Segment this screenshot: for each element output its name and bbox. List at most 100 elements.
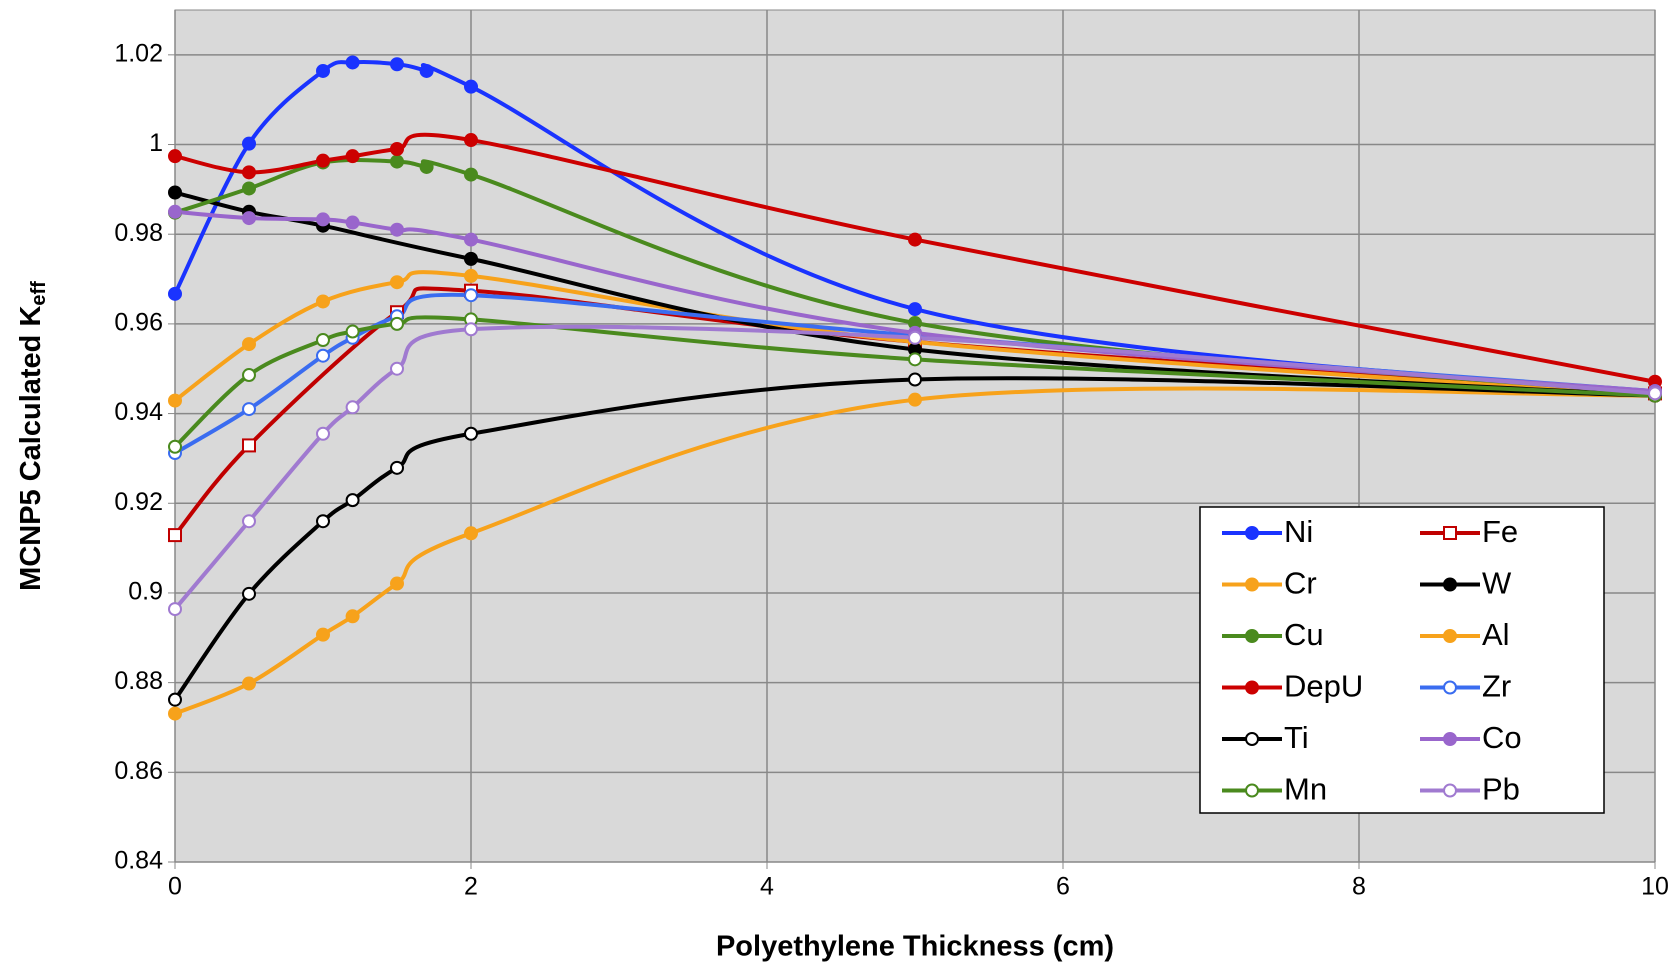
marker	[316, 212, 330, 227]
x-tick-label: 10	[1641, 873, 1669, 901]
marker	[316, 333, 330, 348]
series-line	[173, 324, 1656, 611]
marker	[464, 526, 478, 541]
legend: Ni Fe Cr W Cu Al DepU Zr Ti Co Mn Pb	[1222, 514, 1522, 807]
legend-marker	[1443, 577, 1457, 592]
marker	[464, 426, 478, 441]
marker	[464, 288, 478, 303]
legend-marker	[1443, 526, 1457, 540]
legend-label: Pb	[1482, 772, 1520, 807]
marker	[464, 251, 478, 266]
legend-marker	[1245, 783, 1259, 798]
marker	[390, 316, 404, 331]
marker	[390, 275, 404, 290]
marker	[908, 372, 922, 387]
marker	[242, 136, 256, 151]
x-tick-label: 8	[1352, 873, 1366, 901]
marker	[464, 322, 478, 337]
legend-marker	[1443, 629, 1457, 643]
marker	[464, 79, 478, 94]
marker	[242, 676, 256, 691]
marker	[390, 460, 404, 475]
legend-marker	[1245, 680, 1259, 695]
legend-label: Cu	[1284, 617, 1324, 652]
marker	[168, 602, 182, 617]
marker	[242, 337, 256, 352]
legend-label: Fe	[1482, 514, 1518, 549]
marker	[168, 692, 182, 707]
legend-label: Ni	[1284, 514, 1313, 549]
marker	[908, 302, 922, 317]
legend-marker	[1245, 577, 1259, 592]
marker	[390, 57, 404, 72]
y-tick-label: 0.92	[114, 488, 163, 516]
marker	[345, 215, 360, 230]
marker	[908, 352, 922, 367]
marker	[345, 149, 360, 164]
marker	[168, 185, 182, 200]
legend-box	[1199, 506, 1605, 814]
marker	[316, 63, 330, 78]
legend-marker	[1443, 732, 1457, 746]
marker	[316, 627, 330, 642]
marker	[168, 706, 182, 721]
marker	[464, 167, 478, 182]
marker	[316, 348, 330, 363]
legend-marker	[1245, 629, 1259, 643]
marker	[464, 133, 478, 148]
marker	[316, 153, 330, 168]
marker	[242, 165, 256, 180]
legend-marker	[1443, 783, 1457, 798]
series-line	[174, 132, 1656, 384]
marker	[464, 232, 478, 247]
y-axis-title-sub: eff	[28, 281, 50, 306]
marker	[908, 330, 922, 345]
y-tick-label: 1.02	[114, 39, 163, 67]
marker	[242, 402, 256, 417]
x-tick-label: 2	[464, 873, 478, 901]
y-tick-label: 0.98	[114, 219, 163, 247]
marker	[242, 368, 256, 383]
legend-label: W	[1482, 566, 1512, 601]
x-tick-label: 0	[168, 873, 182, 901]
x-tick-label: 6	[1056, 873, 1070, 901]
y-tick-label: 1	[149, 129, 163, 157]
y-tick-label: 0.94	[114, 398, 163, 426]
marker	[345, 609, 360, 624]
marker	[390, 142, 404, 157]
series-group	[168, 55, 1662, 721]
marker	[1648, 386, 1662, 401]
marker	[242, 514, 256, 529]
y-axis-title-main: MCNP5 Calculated K	[15, 306, 47, 591]
y-tick-label: 0.84	[114, 847, 163, 875]
series-line	[173, 270, 1656, 403]
marker	[345, 324, 360, 339]
legend-label: Cr	[1284, 566, 1317, 601]
series-line	[173, 315, 1656, 449]
marker	[316, 426, 330, 441]
marker	[419, 63, 434, 78]
marker	[419, 159, 434, 174]
legend-label: Mn	[1284, 772, 1327, 807]
marker	[242, 211, 256, 226]
legend-label: Al	[1482, 617, 1510, 652]
marker	[908, 232, 922, 247]
x-axis-title: Polyethylene Thickness (cm)	[716, 931, 1114, 963]
marker	[464, 268, 478, 283]
marker	[390, 576, 404, 591]
marker	[345, 493, 360, 508]
y-tick-label: 0.9	[128, 578, 163, 606]
y-tick-label: 0.96	[114, 309, 163, 337]
series-line	[174, 386, 1656, 716]
marker	[345, 400, 360, 415]
marker	[390, 154, 404, 169]
x-tick-label: 4	[760, 873, 774, 901]
marker	[908, 392, 922, 407]
marker	[390, 222, 404, 237]
legend-label: DepU	[1284, 669, 1363, 704]
y-axis-title: MCNP5 Calculated Keff	[15, 281, 51, 591]
marker	[168, 393, 182, 408]
marker	[316, 294, 330, 309]
marker	[168, 149, 182, 164]
